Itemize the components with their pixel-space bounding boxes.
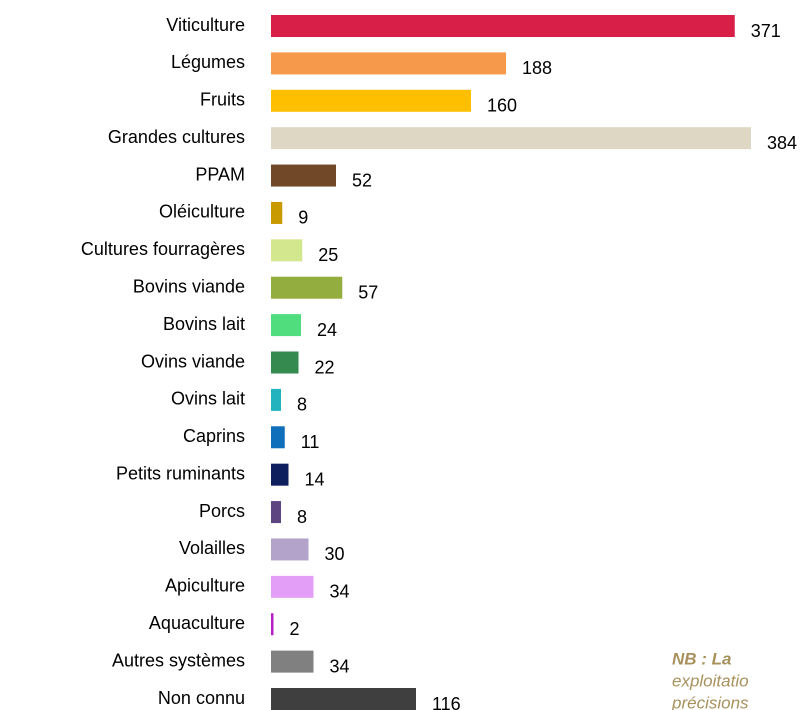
value-label: 25 — [318, 245, 338, 265]
annotation: NB : La — [672, 649, 732, 668]
bar — [271, 127, 751, 150]
value-label: 34 — [330, 656, 350, 676]
bar — [271, 613, 274, 636]
bar — [271, 463, 289, 486]
value-label: 34 — [330, 582, 350, 602]
category-label: Bovins viande — [133, 276, 245, 296]
category-label: Viticulture — [166, 15, 245, 35]
bar — [271, 688, 416, 710]
category-label: Cultures fourragères — [81, 239, 245, 259]
value-label: 160 — [487, 96, 517, 116]
category-label: Grandes cultures — [108, 127, 245, 147]
annotation: précisions — [671, 693, 749, 710]
category-label: Bovins lait — [163, 314, 245, 334]
category-label: Apiculture — [165, 576, 245, 596]
value-label: 57 — [358, 282, 378, 302]
bar — [271, 164, 336, 187]
category-label: Non connu — [158, 688, 245, 708]
value-label: 24 — [317, 320, 337, 340]
bar — [271, 351, 299, 374]
category-label: Porcs — [199, 501, 245, 521]
category-label: Ovins viande — [141, 351, 245, 371]
bar — [271, 388, 281, 411]
value-label: 22 — [315, 357, 335, 377]
bar — [271, 201, 283, 224]
bar — [271, 426, 285, 449]
category-label: PPAM — [195, 164, 245, 184]
bar — [271, 314, 301, 337]
value-label: 384 — [767, 133, 797, 153]
value-label: 52 — [352, 170, 372, 190]
bar — [271, 239, 303, 262]
value-label: 2 — [290, 619, 300, 639]
bar — [271, 89, 471, 112]
bar — [271, 575, 314, 598]
category-label: Aquaculture — [149, 613, 245, 633]
value-label: 188 — [522, 58, 552, 78]
category-label: Oléiculture — [159, 202, 245, 222]
category-label: Ovins lait — [171, 389, 245, 409]
bar — [271, 52, 506, 75]
bar — [271, 501, 281, 524]
bar — [271, 15, 735, 37]
value-label: 11 — [301, 432, 320, 452]
category-label: Fruits — [200, 90, 245, 110]
value-label: 8 — [297, 395, 307, 415]
value-label: 8 — [297, 507, 307, 527]
value-label: 371 — [751, 21, 781, 41]
annotation: exploitatio — [672, 671, 749, 690]
category-label: Petits ruminants — [116, 463, 245, 483]
value-label: 9 — [298, 208, 308, 228]
value-label: 30 — [325, 544, 345, 564]
bar — [271, 650, 314, 673]
category-label: Caprins — [183, 426, 245, 446]
value-label: 116 — [432, 694, 461, 710]
category-label: Autres systèmes — [112, 650, 245, 670]
bar — [271, 538, 309, 561]
bar — [271, 276, 343, 299]
category-label: Volailles — [179, 538, 245, 558]
value-label: 14 — [305, 469, 325, 489]
category-label: Légumes — [171, 52, 245, 72]
